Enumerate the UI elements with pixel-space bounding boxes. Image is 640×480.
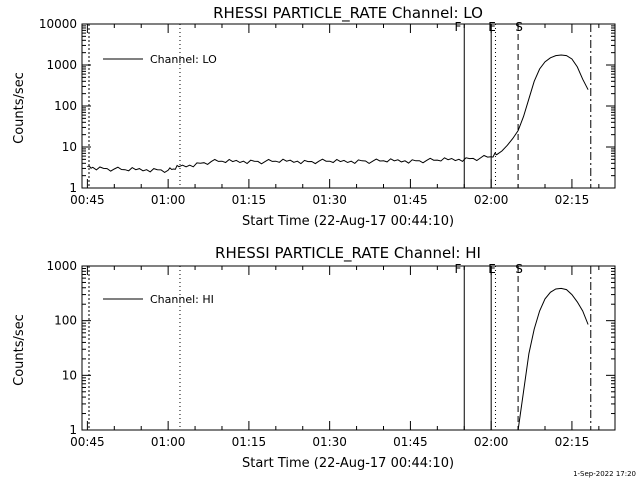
chart-hi-y-tick-label: 1: [69, 423, 77, 437]
chart-lo-x-label: Start Time (22-Aug-17 00:44:10): [242, 214, 454, 229]
chart-lo-marker-s: S: [515, 20, 523, 34]
footer-date: 1-Sep-2022 17:20: [573, 470, 636, 478]
chart-lo-legend-label: Channel: LO: [150, 53, 217, 66]
chart-lo-y-tick-label: 1000: [46, 58, 77, 72]
chart-hi-x-label: Start Time (22-Aug-17 00:44:10): [242, 456, 454, 471]
chart-hi-y-tick-label: 100: [54, 314, 77, 328]
chart-lo-x-tick-label: 01:45: [393, 193, 428, 207]
chart-lo-x-tick-label: 00:45: [70, 193, 105, 207]
chart-lo-x-tick-label: 01:15: [232, 193, 267, 207]
chart-lo-x-tick-label: 02:00: [474, 193, 509, 207]
chart-lo-y-tick-label: 10000: [39, 17, 77, 31]
chart-lo-x-tick-label: 01:30: [312, 193, 347, 207]
chart-lo: RHESSI PARTICLE_RATE Channel: LO Counts/…: [12, 4, 523, 229]
chart-lo-y-tick-label: 10: [62, 140, 77, 154]
chart-hi-marker-f: F: [455, 262, 462, 276]
chart-hi: RHESSI PARTICLE_RATE Channel: HI Counts/…: [12, 244, 523, 471]
chart-hi-y-tick-label: 10: [62, 368, 77, 382]
chart-lo-y-label: Counts/sec: [12, 72, 27, 144]
chart-hi-x-tick-label: 02:00: [474, 435, 509, 449]
chart-hi-x-tick-label: 01:00: [151, 435, 186, 449]
chart-hi-marker-s: S: [515, 262, 523, 276]
chart-hi-x-tick-label: 01:30: [312, 435, 347, 449]
chart-lo-plot-area: 1 10 100 1000 10000 00:45 01:00 01:15 01:30 01:45…: [39, 17, 616, 207]
chart-hi-title: RHESSI PARTICLE_RATE Channel: HI: [215, 244, 481, 263]
chart-lo-y-tick-label: 1: [69, 181, 77, 195]
chart-hi-marker-e: E: [488, 262, 496, 276]
chart-lo-marker-e: E: [488, 20, 496, 34]
chart-hi-series-line: [517, 287, 589, 431]
chart-hi-x-tick-label: 01:45: [393, 435, 428, 449]
chart-lo-marker-f: F: [455, 20, 462, 34]
chart-lo-series-line: [87, 54, 589, 173]
chart-hi-plot-area: 1 10 100 1000 00:45 01:00 01:15 01:30 01:45 02:00…: [46, 259, 616, 449]
chart-hi-x-tick-label: 02:15: [555, 435, 590, 449]
chart-hi-x-tick-label: 00:45: [70, 435, 105, 449]
chart-hi-legend-label: Channel: HI: [150, 293, 214, 306]
chart-lo-x-tick-label: 02:15: [555, 193, 590, 207]
chart-lo-title: RHESSI PARTICLE_RATE Channel: LO: [213, 4, 483, 23]
chart-hi-y-label: Counts/sec: [12, 314, 27, 386]
chart-hi-y-tick-label: 1000: [46, 259, 77, 273]
chart-hi-x-tick-label: 01:15: [232, 435, 267, 449]
chart-lo-x-tick-label: 01:00: [151, 193, 186, 207]
chart-hi-frame: [81, 265, 616, 431]
chart-lo-y-tick-label: 100: [54, 99, 77, 113]
